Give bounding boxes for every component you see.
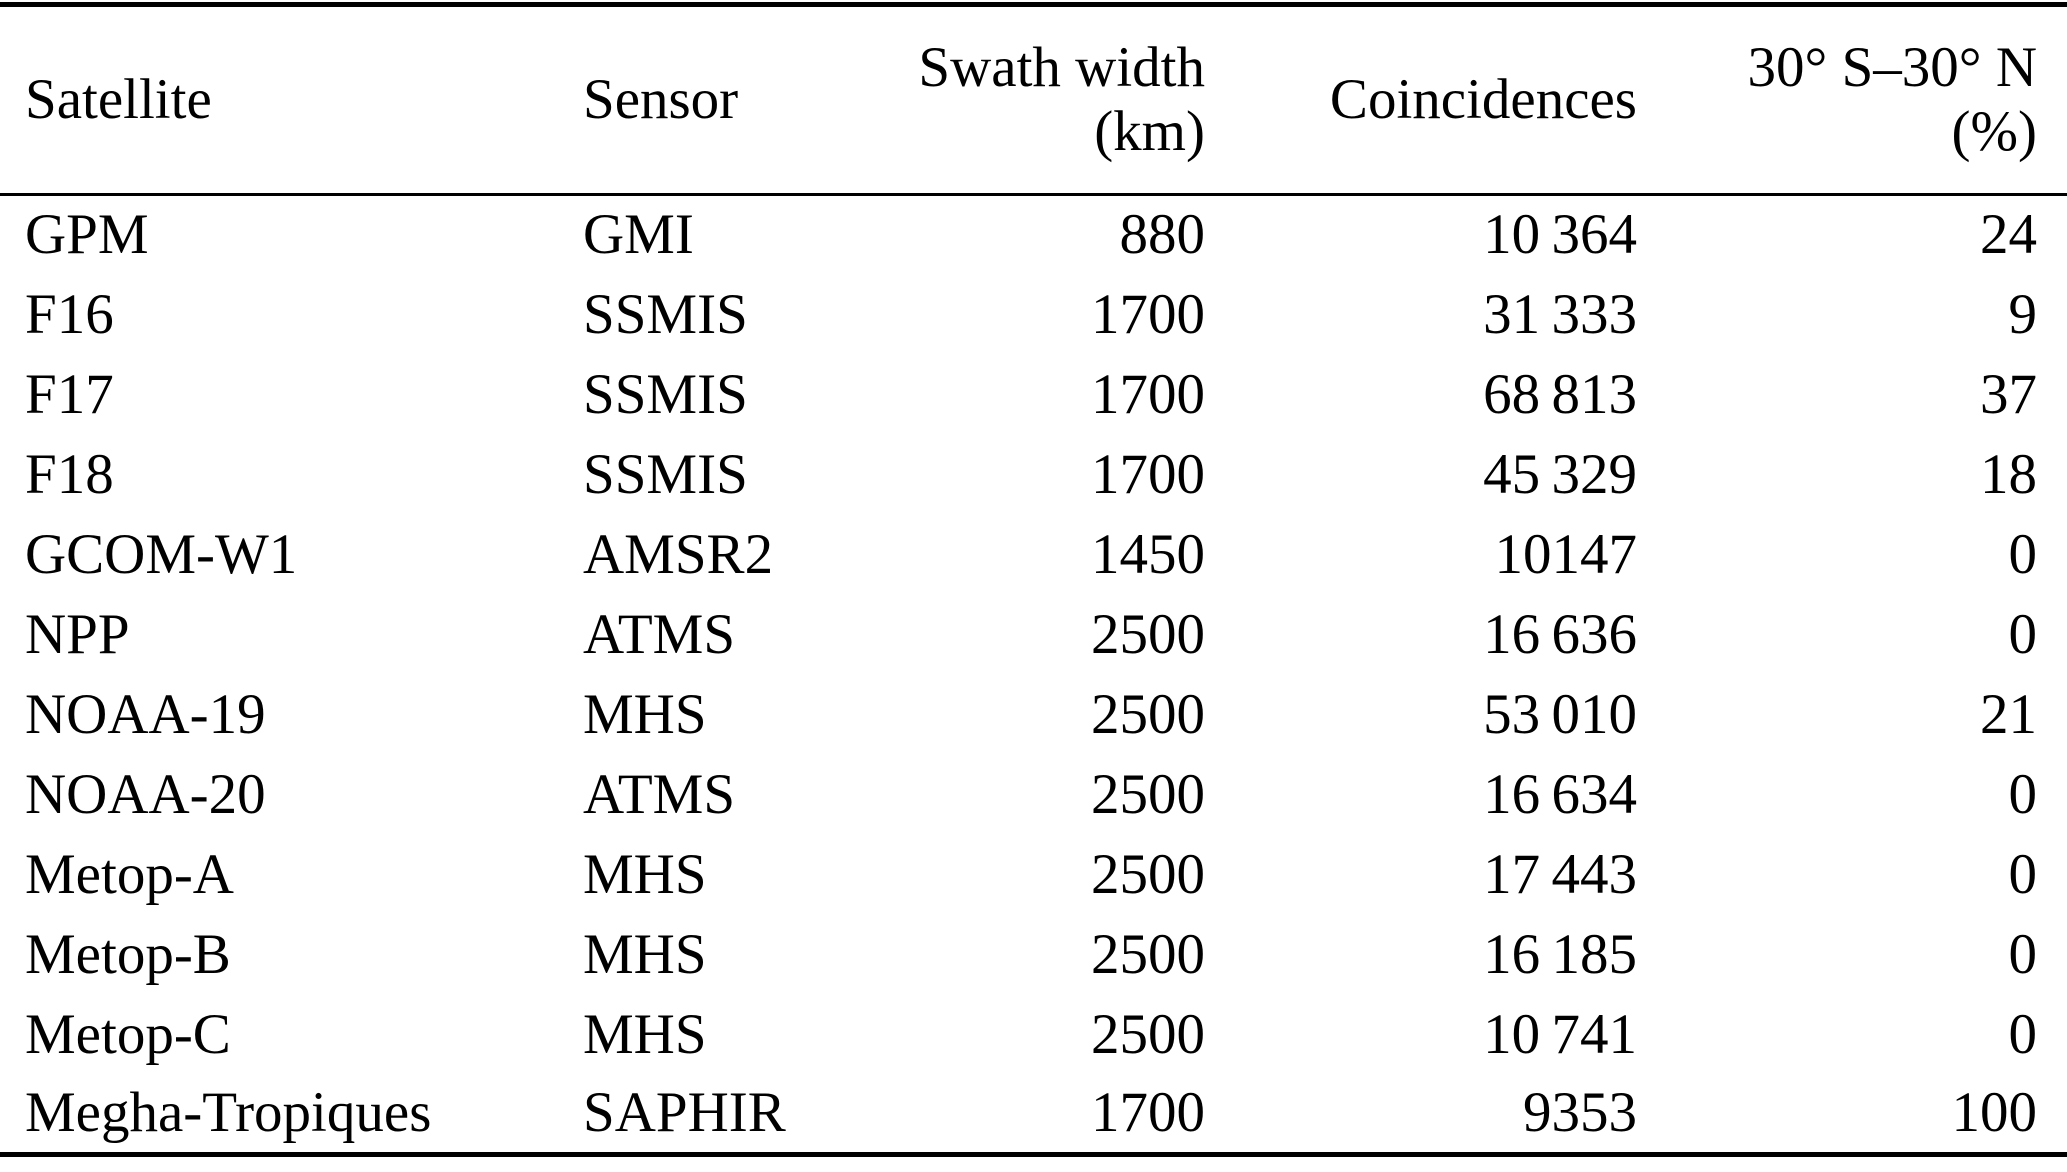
table-row: GCOM-W1 AMSR2 1450 10147 0 (0, 515, 2067, 595)
cell-sensor: MHS (583, 1002, 707, 1066)
cell-swath-width: 880 (1119, 203, 1206, 267)
table-body: GPM GMI 880 10 364 24 F16 SSMIS 1700 31 … (0, 195, 2067, 1155)
header-label-line2: (%) (1951, 100, 2037, 163)
cell-coincidences: 16 634 (1483, 762, 1637, 826)
table-row: Megha-Tropiques SAPHIR 1700 9353 100 (0, 1075, 2067, 1155)
cell-sensor: MHS (583, 922, 707, 986)
cell-coincidences: 17 443 (1483, 842, 1637, 906)
table-row: F18 SSMIS 1700 45 329 18 (0, 435, 2067, 515)
table-row: F17 SSMIS 1700 68 813 37 (0, 355, 2067, 435)
cell-coincidences: 10147 (1494, 522, 1638, 586)
cell-sensor: SSMIS (583, 442, 748, 506)
cell-swath-width: 2500 (1091, 602, 1205, 666)
cell-swath-width: 2500 (1091, 762, 1205, 826)
cell-satellite: GPM (25, 203, 149, 267)
cell-tropics-percent: 0 (2008, 922, 2038, 986)
cell-coincidences: 16 185 (1483, 922, 1637, 986)
cell-swath-width: 1700 (1091, 442, 1205, 506)
cell-tropics-percent: 100 (1951, 1081, 2038, 1145)
header-label-line1: Swath width (918, 36, 1205, 100)
cell-swath-width: 2500 (1091, 842, 1205, 906)
cell-satellite: NPP (25, 602, 130, 666)
cell-coincidences: 45 329 (1483, 442, 1637, 506)
cell-satellite: Metop-A (25, 842, 234, 906)
table-row: Metop-C MHS 2500 10 741 0 (0, 995, 2067, 1075)
cell-sensor: MHS (583, 842, 707, 906)
cell-swath-width: 1700 (1091, 362, 1205, 426)
cell-coincidences: 53 010 (1483, 682, 1637, 746)
cell-satellite: NOAA-19 (25, 682, 266, 746)
cell-sensor: ATMS (583, 602, 736, 666)
cell-satellite: GCOM-W1 (25, 522, 298, 586)
cell-coincidences: 68 813 (1483, 362, 1637, 426)
cell-satellite: F17 (25, 362, 114, 426)
column-header-coincidences: Coincidences (1215, 4, 1645, 196)
cell-swath-width: 2500 (1091, 1002, 1205, 1066)
cell-satellite: NOAA-20 (25, 762, 266, 826)
table-row: GPM GMI 880 10 364 24 (0, 195, 2067, 275)
cell-satellite: Metop-B (25, 922, 231, 986)
cell-sensor: SSMIS (583, 282, 748, 346)
column-header-tropics-percent: 30° S–30° N (%) (1645, 4, 2067, 196)
table-row: NOAA-20 ATMS 2500 16 634 0 (0, 755, 2067, 835)
cell-coincidences: 31 333 (1483, 282, 1637, 346)
cell-sensor: SAPHIR (583, 1081, 786, 1145)
cell-swath-width: 1700 (1091, 1081, 1205, 1145)
cell-tropics-percent: 0 (2008, 842, 2038, 906)
cell-coincidences: 16 636 (1483, 602, 1637, 666)
cell-sensor: GMI (583, 203, 694, 267)
cell-satellite: F16 (25, 282, 114, 346)
cell-sensor: MHS (583, 682, 707, 746)
header-label: Sensor (583, 68, 739, 132)
cell-tropics-percent: 0 (2008, 522, 2038, 586)
table-row: Metop-B MHS 2500 16 185 0 (0, 915, 2067, 995)
cell-swath-width: 2500 (1091, 682, 1205, 746)
header-label-line2: (km) (1094, 100, 1205, 163)
table-row: Metop-A MHS 2500 17 443 0 (0, 835, 2067, 915)
table-row: NPP ATMS 2500 16 636 0 (0, 595, 2067, 675)
cell-sensor: ATMS (583, 762, 736, 826)
cell-swath-width: 2500 (1091, 922, 1205, 986)
cell-swath-width: 1450 (1091, 522, 1205, 586)
cell-sensor: AMSR2 (583, 522, 774, 586)
header-row: Satellite Sensor Swath width (km) Coinci… (0, 4, 2067, 196)
header-label: Satellite (25, 68, 212, 132)
cell-tropics-percent: 37 (1980, 362, 2037, 426)
column-header-sensor: Sensor (570, 4, 900, 196)
cell-tropics-percent: 0 (2008, 602, 2038, 666)
cell-tropics-percent: 21 (1980, 682, 2037, 746)
table-header: Satellite Sensor Swath width (km) Coinci… (0, 4, 2067, 196)
table-row: NOAA-19 MHS 2500 53 010 21 (0, 675, 2067, 755)
cell-satellite: Metop-C (25, 1002, 231, 1066)
cell-tropics-percent: 0 (2008, 762, 2038, 826)
cell-tropics-percent: 24 (1980, 203, 2037, 267)
cell-coincidences: 9353 (1523, 1081, 1637, 1145)
cell-coincidences: 10 741 (1483, 1002, 1637, 1066)
cell-tropics-percent: 18 (1980, 442, 2037, 506)
cell-satellite: F18 (25, 442, 114, 506)
column-header-swath-width: Swath width (km) (900, 4, 1215, 196)
cell-coincidences: 10 364 (1483, 203, 1637, 267)
cell-satellite: Megha-Tropiques (25, 1081, 432, 1145)
cell-tropics-percent: 0 (2008, 1002, 2038, 1066)
header-label: Coincidences (1329, 68, 1637, 132)
header-label-line1: 30° S–30° N (1747, 36, 2037, 100)
cell-swath-width: 1700 (1091, 282, 1205, 346)
table-row: F16 SSMIS 1700 31 333 9 (0, 275, 2067, 355)
cell-sensor: SSMIS (583, 362, 748, 426)
column-header-satellite: Satellite (0, 4, 570, 196)
cell-tropics-percent: 9 (2008, 282, 2038, 346)
